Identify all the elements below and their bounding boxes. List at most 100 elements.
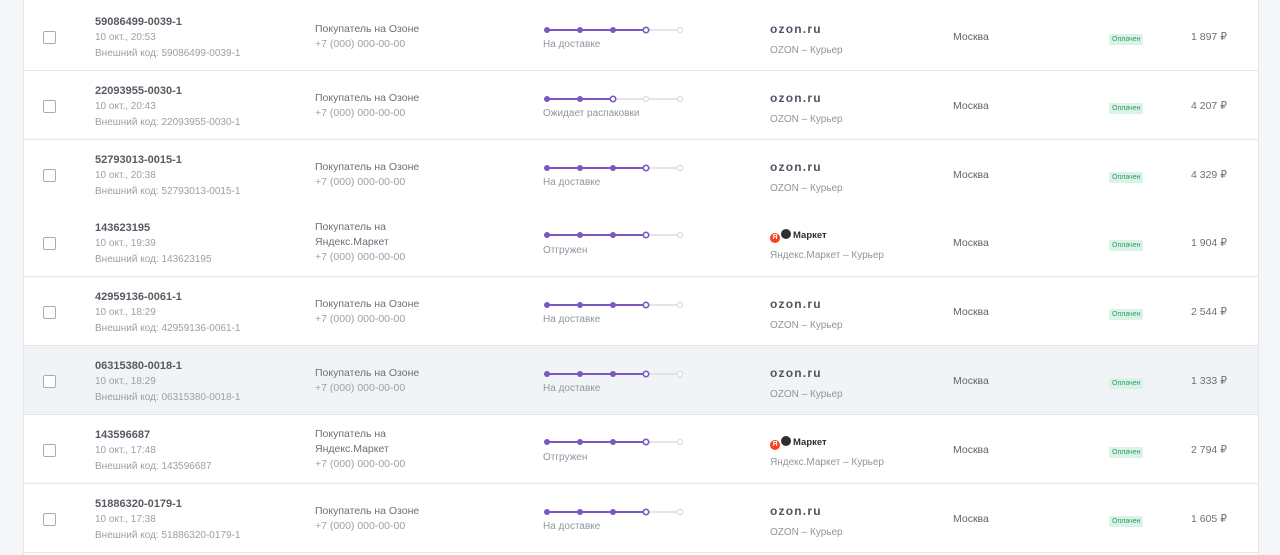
order-row[interactable]: 51886320-0179-1 10 окт., 17:38 Внешний к… (24, 483, 1258, 553)
yandex-logo-icon: Я (770, 233, 780, 244)
progress-step-current (642, 301, 650, 309)
progress-step-done (610, 164, 616, 171)
progress-track (544, 301, 684, 309)
progress-track (544, 95, 684, 103)
order-date: 10 окт., 18:29 (95, 376, 156, 387)
order-status: На доставке (543, 520, 601, 532)
buyer-phone: +7 (000) 000-00-00 (315, 519, 406, 532)
order-external-code: Внешний код: 143623195 (95, 254, 212, 266)
progress-step-pending (676, 26, 684, 34)
progress-step-done (544, 95, 550, 102)
buyer-phone: +7 (000) 000-00-00 (315, 251, 406, 264)
progress-step-pending (676, 95, 684, 102)
order-row[interactable]: 42959136-0061-1 10 окт., 18:29 Внешний к… (24, 277, 1258, 347)
marketplace-logo-text: Маркет (793, 436, 827, 448)
order-date: 10 окт., 19:39 (95, 238, 156, 250)
progress-step-current (642, 508, 650, 516)
city: Москва (953, 99, 989, 112)
progress-step-current (642, 231, 650, 239)
row-checkbox[interactable] (43, 168, 56, 182)
buyer-info: Покупатель на Озоне +7 (000) 000-00-00 (315, 160, 435, 190)
row-checkbox[interactable] (43, 306, 56, 320)
payment-status-badge: Оплачен (1109, 309, 1144, 321)
row-checkbox[interactable] (43, 375, 56, 388)
progress-track (544, 370, 684, 378)
city: Москва (953, 375, 989, 387)
order-row[interactable]: 143623195 10 окт., 19:39 Внешний код: 14… (24, 208, 1258, 278)
order-id[interactable]: 143596687 (95, 428, 151, 441)
progress-step-done (544, 232, 550, 239)
buyer-info: Покупатель на Яндекс.Маркет +7 (000) 000… (315, 220, 435, 265)
buyer-phone: +7 (000) 000-00-00 (315, 382, 406, 394)
delivery-method: OZON – Курьер (770, 113, 843, 125)
buyer-name: Покупатель на Озоне (315, 504, 420, 517)
order-row[interactable]: 52793013-0015-1 10 окт., 20:38 Внешний к… (24, 139, 1258, 209)
marketplace-logo: ozon.ru (770, 90, 822, 105)
order-price: 2 544 ₽ (1191, 306, 1227, 319)
buyer-name: Покупатель на Яндекс.Маркет (315, 427, 389, 455)
row-checkbox[interactable] (43, 31, 56, 44)
order-id[interactable]: 51886320-0179-1 (95, 497, 182, 510)
progress-step-done (610, 302, 616, 309)
progress-step-done (610, 508, 616, 515)
progress-step-current (642, 438, 650, 446)
order-row[interactable]: 59086499-0039-1 10 окт., 20:53 Внешний к… (24, 2, 1258, 71)
progress-step-pending (676, 164, 684, 171)
payment-status-badge: Оплачен (1109, 446, 1144, 458)
order-id[interactable]: 59086499-0039-1 (95, 16, 182, 28)
order-status: Отгружен (543, 245, 588, 257)
order-price: 4 207 ₽ (1191, 99, 1227, 112)
row-checkbox[interactable] (43, 237, 56, 251)
progress-step-pending (676, 370, 684, 378)
payment-status-badge: Оплачен (1109, 378, 1144, 389)
city: Москва (953, 443, 989, 456)
delivery-method: OZON – Курьер (770, 320, 843, 332)
progress-step-pending (676, 301, 684, 309)
orders-list: 59086499-0039-1 10 окт., 20:53 Внешний к… (23, 0, 1259, 555)
order-status: На доставке (543, 39, 601, 50)
delivery-method: OZON – Курьер (770, 526, 843, 538)
status-progress-bar (542, 368, 684, 380)
progress-step-pending (676, 508, 684, 515)
progress-track (544, 231, 684, 239)
row-checkbox[interactable] (43, 99, 56, 113)
order-id[interactable]: 52793013-0015-1 (95, 153, 182, 166)
order-price: 2 794 ₽ (1191, 443, 1227, 456)
order-id[interactable]: 143623195 (95, 222, 151, 235)
order-date: 10 окт., 20:43 (95, 100, 156, 112)
row-checkbox[interactable] (43, 443, 56, 457)
marketplace-logo: ozon.ru (770, 366, 822, 380)
delivery-method: OZON – Курьер (770, 182, 843, 194)
payment-status-badge: Оплачен (1109, 34, 1144, 45)
progress-step-done (544, 508, 550, 515)
buyer-info: Покупатель на Озоне +7 (000) 000-00-00 (315, 297, 435, 327)
buyer-info: Покупатель на Озоне +7 (000) 000-00-00 (315, 91, 435, 121)
order-row[interactable]: 143596687 10 окт., 17:48 Внешний код: 14… (24, 414, 1258, 484)
progress-step-current (642, 370, 650, 378)
order-id[interactable]: 22093955-0030-1 (95, 84, 182, 97)
order-price: 1 333 ₽ (1191, 375, 1227, 387)
progress-step-done (544, 438, 550, 445)
progress-step-done (610, 438, 616, 445)
order-id[interactable]: 42959136-0061-1 (95, 291, 182, 304)
order-row[interactable]: 22093955-0030-1 10 окт., 20:43 Внешний к… (24, 70, 1258, 140)
order-row[interactable]: 06315380-0018-1 10 окт., 18:29 Внешний к… (24, 346, 1258, 415)
progress-step-pending (676, 232, 684, 239)
order-date: 10 окт., 17:38 (95, 513, 156, 525)
order-external-code: Внешний код: 51886320-0179-1 (95, 529, 241, 541)
order-status: На доставке (543, 383, 601, 394)
progress-track (544, 508, 684, 516)
status-progress-bar (542, 436, 684, 448)
progress-track (544, 438, 684, 446)
buyer-info: Покупатель на Озоне +7 (000) 000-00-00 (315, 22, 435, 52)
row-checkbox[interactable] (43, 512, 56, 526)
city: Москва (953, 168, 989, 181)
progress-step-done (610, 232, 616, 239)
order-id[interactable]: 06315380-0018-1 (95, 360, 182, 372)
status-progress-bar (542, 24, 684, 36)
city: Москва (953, 237, 989, 250)
order-status: Ожидает распаковки (543, 107, 640, 119)
yandex-logo-icon: Я (770, 439, 780, 450)
order-external-code: Внешний код: 59086499-0039-1 (95, 48, 241, 59)
market-logo-icon (781, 229, 791, 240)
